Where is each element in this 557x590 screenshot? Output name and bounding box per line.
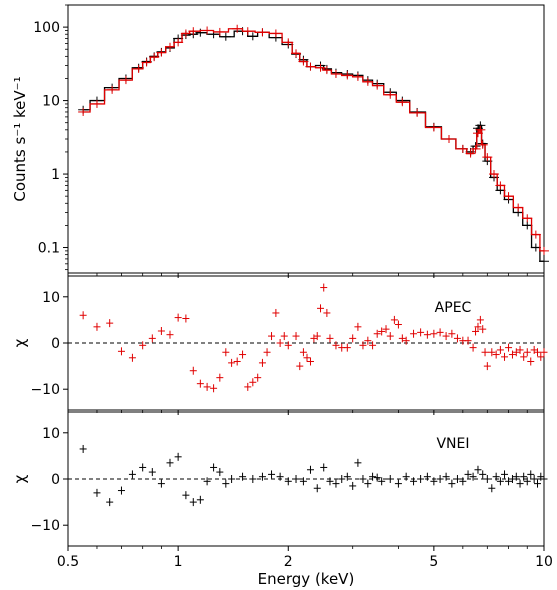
- y-tick-label: 10: [42, 290, 60, 306]
- y-tick-label: 0.1: [38, 241, 60, 257]
- y-tick-label: 0: [51, 472, 60, 488]
- y-tick-label: −10: [30, 518, 60, 534]
- spectrum-panel: 100 10 1 0.1 Counts s⁻¹ keV⁻¹: [11, 4, 549, 278]
- plot-frame: [67, 4, 545, 274]
- y-tick-label: 10: [42, 94, 60, 110]
- y-axis-title: χ: [11, 474, 29, 483]
- x-tick-label: 5: [429, 554, 438, 570]
- y-axis-title: Counts s⁻¹ keV⁻¹: [11, 76, 29, 201]
- x-axis-title: Energy (keV): [258, 570, 355, 588]
- y-tick-label: 100: [33, 20, 60, 36]
- y-tick-label: 10: [42, 426, 60, 442]
- y-tick-label: 0: [51, 336, 60, 352]
- model-label: APEC: [435, 300, 472, 316]
- y-tick-label: −10: [30, 382, 60, 398]
- x-tick-label: 1: [174, 554, 183, 570]
- x-tick-label: 0.5: [57, 554, 79, 570]
- x-tick-label: 10: [535, 554, 553, 570]
- model-label: VNEI: [436, 436, 469, 452]
- y-axis-title: χ: [11, 338, 29, 347]
- apec-residual-panel: 10 0 −10 χ APEC: [11, 275, 548, 415]
- spectrum-series-1: [83, 28, 544, 252]
- y-tick-label: 1: [51, 167, 60, 183]
- x-tick-label: 2: [284, 554, 293, 570]
- vnei-residual-panel: 10 0 −10 0.5 1 2 5 10 χ VNEI: [11, 411, 553, 570]
